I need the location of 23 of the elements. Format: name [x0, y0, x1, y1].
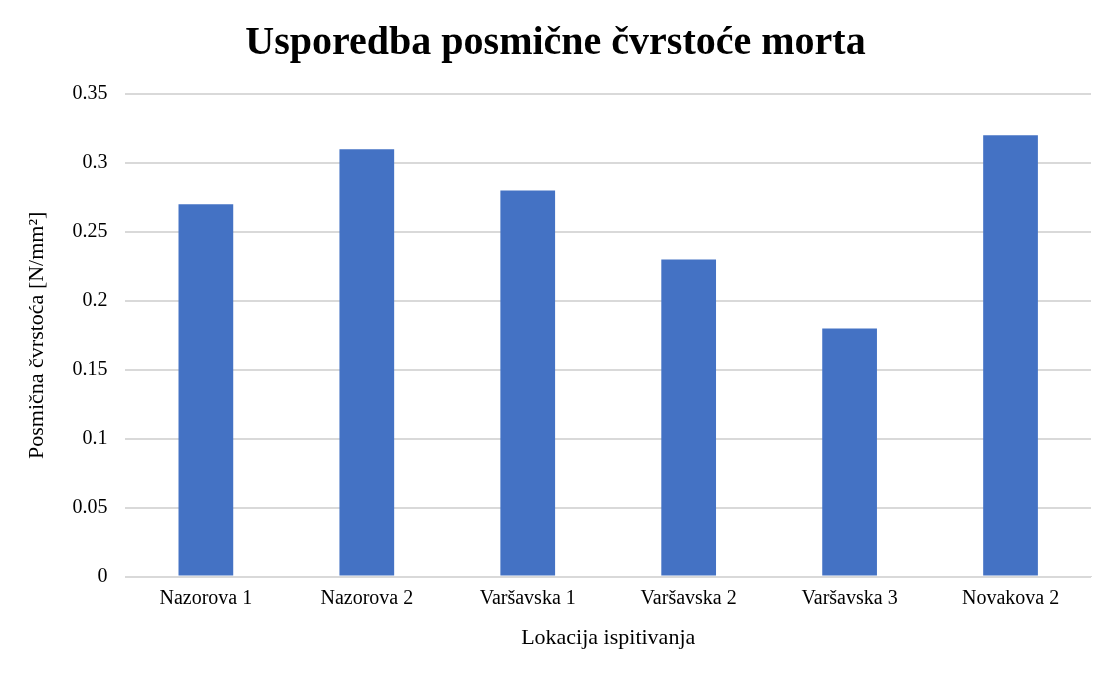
bar	[500, 190, 556, 576]
bar	[822, 328, 877, 576]
y-tick-label: 0.05	[72, 494, 108, 517]
x-tick-label: Varšavska 1	[479, 585, 576, 608]
x-tick-label: Varšavska 3	[801, 585, 898, 608]
y-tick-label: 0.25	[72, 219, 108, 242]
x-tick-label: Nazorova 1	[159, 585, 253, 608]
x-tick-label: Varšavska 2	[640, 585, 737, 608]
y-axis-title: Posmična čvrstoća [N/mm²]	[22, 211, 48, 459]
bar	[661, 259, 717, 576]
bar	[178, 204, 234, 576]
y-tick-label: 0.1	[82, 425, 108, 448]
bar	[983, 135, 1038, 576]
y-tick-label: 0	[97, 563, 108, 586]
y-tick-label: 0.2	[82, 288, 108, 311]
x-tick-label: Novakova 2	[961, 585, 1060, 608]
y-tick-label: 0.15	[72, 357, 108, 380]
x-tick-label: Nazorova 2	[320, 585, 414, 608]
y-tick-label: 0.3	[82, 150, 108, 173]
y-tick-label: 0.35	[72, 81, 108, 104]
chart-title: Usporedba posmične čvrstoće morta	[245, 18, 866, 64]
x-axis-title: Lokacija ispitivanja	[521, 623, 696, 649]
bar	[339, 149, 395, 576]
